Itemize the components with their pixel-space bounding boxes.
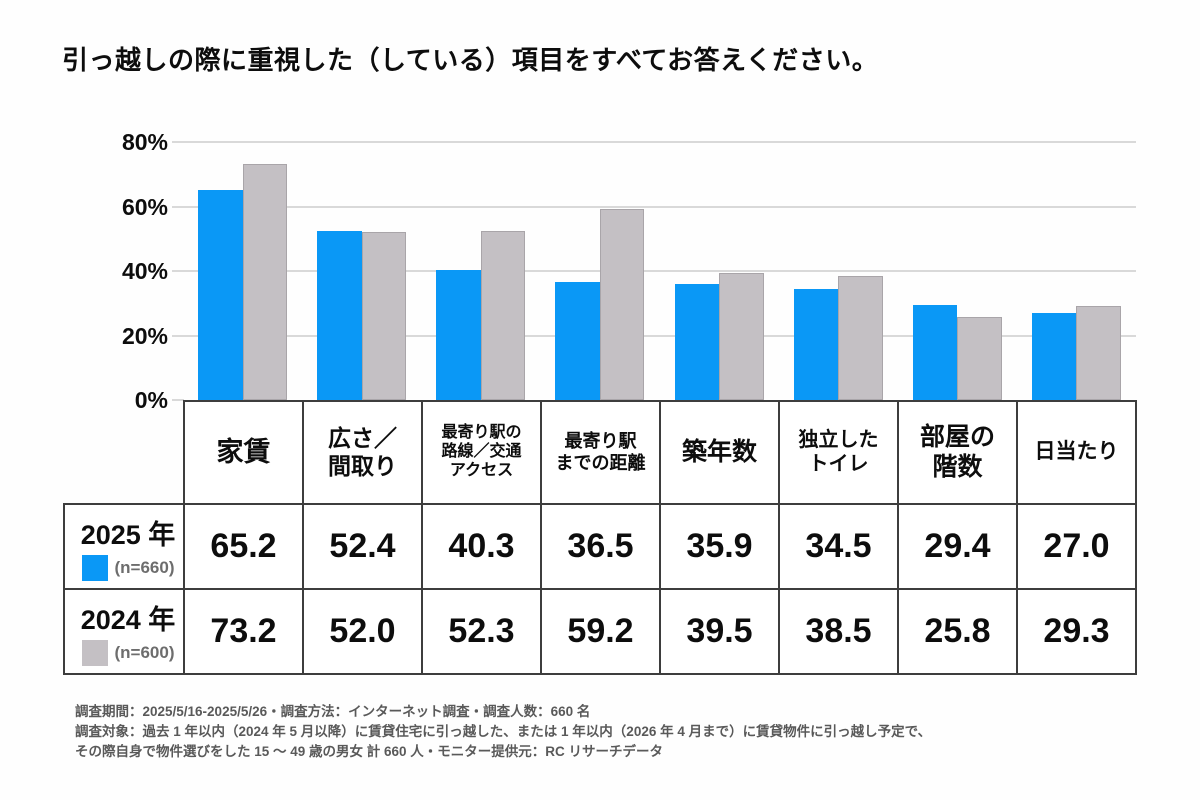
gridline — [172, 399, 184, 401]
value-cell: 59.2 — [540, 588, 661, 675]
value-cell: 27.0 — [1016, 503, 1137, 590]
survey-note-line: その際自身で物件選びをした 15 ～ 49 歳の男女 計 660 人・モニター提… — [75, 744, 664, 759]
bar-2024年-日当たり — [1076, 305, 1121, 400]
bar-2025年-最寄り駅までの距離 — [555, 282, 600, 400]
survey-notes: 調査期間：2025/5/16-2025/5/26・調査方法：インターネット調査・… — [75, 702, 931, 762]
gridline — [172, 270, 1136, 272]
bar-2024年-広さ／間取り — [361, 232, 407, 400]
bar-2024年-最寄り駅の路線／交通アクセス — [480, 231, 526, 400]
value-cell: 35.9 — [659, 503, 780, 590]
value-cell: 39.5 — [659, 588, 780, 675]
table-row-2025: 2025 年 (n=660) 65.2 52.4 40.3 36.5 35.9 … — [63, 503, 1137, 590]
category-header: 独立した トイレ — [778, 400, 899, 505]
data-table: 家賃 広さ／ 間取り 最寄り駅の 路線／交通 アクセス 最寄り駅 までの距離 築… — [63, 400, 1137, 675]
series-label-2024: 2024 年 (n=600) — [63, 588, 185, 675]
category-header: 最寄り駅の 路線／交通 アクセス — [421, 400, 542, 505]
series-label-2025: 2025 年 (n=660) — [63, 503, 185, 590]
y-axis-tick-label: 80% — [121, 129, 168, 155]
table-row-2024: 2024 年 (n=600) 73.2 52.0 52.3 59.2 39.5 … — [63, 588, 1137, 675]
value-cell: 52.3 — [421, 588, 542, 675]
value-cell: 36.5 — [540, 503, 661, 590]
category-header: 家賃 — [183, 400, 304, 505]
survey-note-line: 調査対象：過去 1 年以内（2024 年 5 月以降）に賃貸住宅に引っ越した、ま… — [75, 724, 932, 739]
category-header: 築年数 — [659, 400, 780, 505]
series-name: 2025 年 — [80, 519, 176, 550]
page-title: 引っ越しの際に重視した（している）項目をすべてお答えください。 — [62, 45, 879, 75]
bar-2025年-部屋の階数 — [912, 305, 958, 400]
value-cell: 34.5 — [778, 503, 899, 590]
y-axis-tick-label: 0% — [134, 387, 168, 413]
y-axis-tick-label: 40% — [121, 258, 168, 284]
legend-swatch-2024-icon — [81, 639, 108, 666]
category-header: 日当たり — [1016, 400, 1137, 505]
legend-swatch-2025-icon — [81, 554, 108, 581]
value-cell: 52.4 — [302, 503, 423, 590]
category-header: 最寄り駅 までの距離 — [540, 400, 661, 505]
bar-2024年-独立したトイレ — [838, 275, 883, 400]
value-cell: 25.8 — [897, 588, 1018, 675]
gridline — [172, 205, 1136, 208]
category-header: 広さ／ 間取り — [302, 400, 423, 505]
value-cell: 38.5 — [778, 588, 899, 675]
bar-2025年-築年数 — [674, 284, 720, 400]
bar-2025年-最寄り駅の路線／交通アクセス — [436, 270, 481, 400]
series-name: 2024 年 — [80, 604, 176, 635]
category-header: 部屋の 階数 — [897, 400, 1018, 505]
value-cell: 65.2 — [183, 503, 304, 590]
gridline — [172, 334, 1136, 337]
survey-note-line: 調査期間：2025/5/16-2025/5/26・調査方法：インターネット調査・… — [75, 704, 591, 719]
value-cell: 40.3 — [421, 503, 542, 590]
bar-2024年-部屋の階数 — [957, 316, 1002, 400]
bar-2025年-広さ／間取り — [317, 231, 362, 400]
bar-2025年-家賃 — [198, 189, 243, 400]
sample-size: (n=600) — [114, 642, 175, 662]
category-header-row: 家賃 広さ／ 間取り 最寄り駅の 路線／交通 アクセス 最寄り駅 までの距離 築… — [64, 400, 1137, 505]
bar-2024年-家賃 — [242, 163, 288, 400]
bar-2024年-築年数 — [719, 272, 764, 400]
y-axis-tick-label: 60% — [121, 193, 168, 220]
sample-size: (n=660) — [114, 557, 175, 577]
value-cell: 29.3 — [1016, 588, 1137, 675]
table-corner-cell — [64, 401, 184, 504]
y-axis-tick-label: 20% — [121, 322, 168, 349]
gridline — [172, 141, 1136, 143]
value-cell: 73.2 — [183, 588, 304, 675]
value-cell: 52.0 — [302, 588, 423, 675]
bar-2025年-独立したトイレ — [793, 288, 839, 400]
bar-2025年-日当たり — [1031, 312, 1077, 400]
value-cell: 29.4 — [897, 503, 1018, 590]
bar-2024年-最寄り駅までの距離 — [599, 209, 645, 400]
